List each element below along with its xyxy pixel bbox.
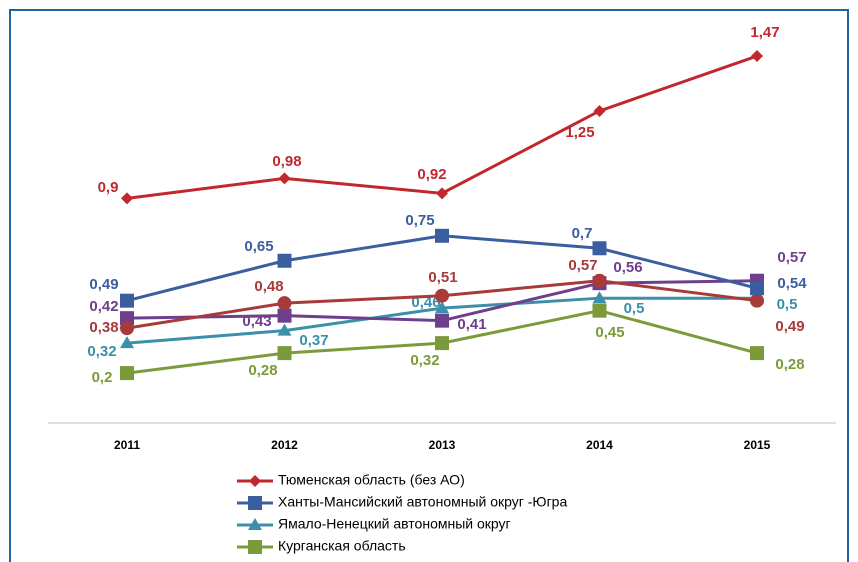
data-label: 0,32 xyxy=(410,352,439,369)
marker xyxy=(435,313,449,328)
marker xyxy=(120,293,134,308)
legend-label: Ямало-Ненецкий автономный округ xyxy=(278,516,511,532)
marker xyxy=(435,336,449,351)
legend-marker xyxy=(248,540,262,554)
marker xyxy=(278,172,291,185)
data-label: 0,45 xyxy=(595,324,624,341)
frame xyxy=(9,9,849,562)
marker xyxy=(435,301,449,314)
marker xyxy=(750,281,764,296)
marker xyxy=(592,303,607,318)
marker xyxy=(277,346,292,361)
data-label: 0,98 xyxy=(272,153,301,170)
data-label: 0,28 xyxy=(248,362,277,379)
legend-marker xyxy=(249,475,261,487)
marker xyxy=(750,293,764,308)
legend-marker xyxy=(248,496,262,510)
legend-label: Тюменская область (без АО) xyxy=(278,472,465,488)
data-label: 0,51 xyxy=(428,269,457,286)
data-label: 0,5 xyxy=(624,300,645,317)
marker xyxy=(277,296,292,311)
marker xyxy=(277,323,292,336)
marker xyxy=(120,321,134,336)
data-label: 0,41 xyxy=(457,316,486,333)
data-label: 0,32 xyxy=(87,343,116,360)
legend-marker xyxy=(248,518,262,530)
data-label: 0,42 xyxy=(89,298,118,315)
x-tick-label: 2015 xyxy=(744,438,771,452)
data-label: 0,38 xyxy=(89,319,118,336)
data-label: 0,49 xyxy=(89,276,118,293)
data-label: 0,9 xyxy=(98,179,119,196)
data-label: 1,25 xyxy=(565,124,594,141)
legend-label: Курганская область xyxy=(278,538,406,554)
x-tick-label: 2012 xyxy=(271,438,298,452)
data-label: 0,7 xyxy=(572,225,593,242)
data-label: 0,2 xyxy=(92,369,113,386)
data-label: 0,57 xyxy=(568,257,597,274)
marker xyxy=(435,228,449,243)
data-label: 0,54 xyxy=(777,275,807,292)
marker xyxy=(120,336,134,349)
marker xyxy=(751,50,763,63)
data-label: 0,5 xyxy=(777,296,798,313)
marker xyxy=(436,187,448,200)
marker xyxy=(593,104,606,117)
data-label: 0,28 xyxy=(775,356,804,373)
x-tick-label: 2014 xyxy=(586,438,613,452)
legend-label: Ханты-Мансийский автономный округ -Югра xyxy=(278,494,567,510)
marker xyxy=(435,288,449,303)
data-label: 0,57 xyxy=(777,249,806,266)
marker xyxy=(277,253,292,268)
marker xyxy=(592,273,607,288)
data-label: 0,37 xyxy=(299,332,328,349)
marker xyxy=(592,241,607,256)
data-label: 0,43 xyxy=(242,313,271,330)
x-tick-label: 2011 xyxy=(114,438,140,452)
marker xyxy=(120,366,134,381)
data-label: 0,65 xyxy=(244,238,273,255)
data-label: 0,92 xyxy=(417,166,446,183)
marker xyxy=(120,311,134,326)
data-label: 0,49 xyxy=(775,318,804,335)
marker xyxy=(277,308,292,323)
data-label: 0,56 xyxy=(613,259,642,276)
marker xyxy=(750,346,764,361)
data-label: 1,47 xyxy=(750,24,779,41)
marker xyxy=(592,291,607,304)
data-label: 0,48 xyxy=(254,278,283,295)
data-label: 0,75 xyxy=(405,212,434,229)
marker xyxy=(121,192,133,205)
x-tick-label: 2013 xyxy=(429,438,456,452)
